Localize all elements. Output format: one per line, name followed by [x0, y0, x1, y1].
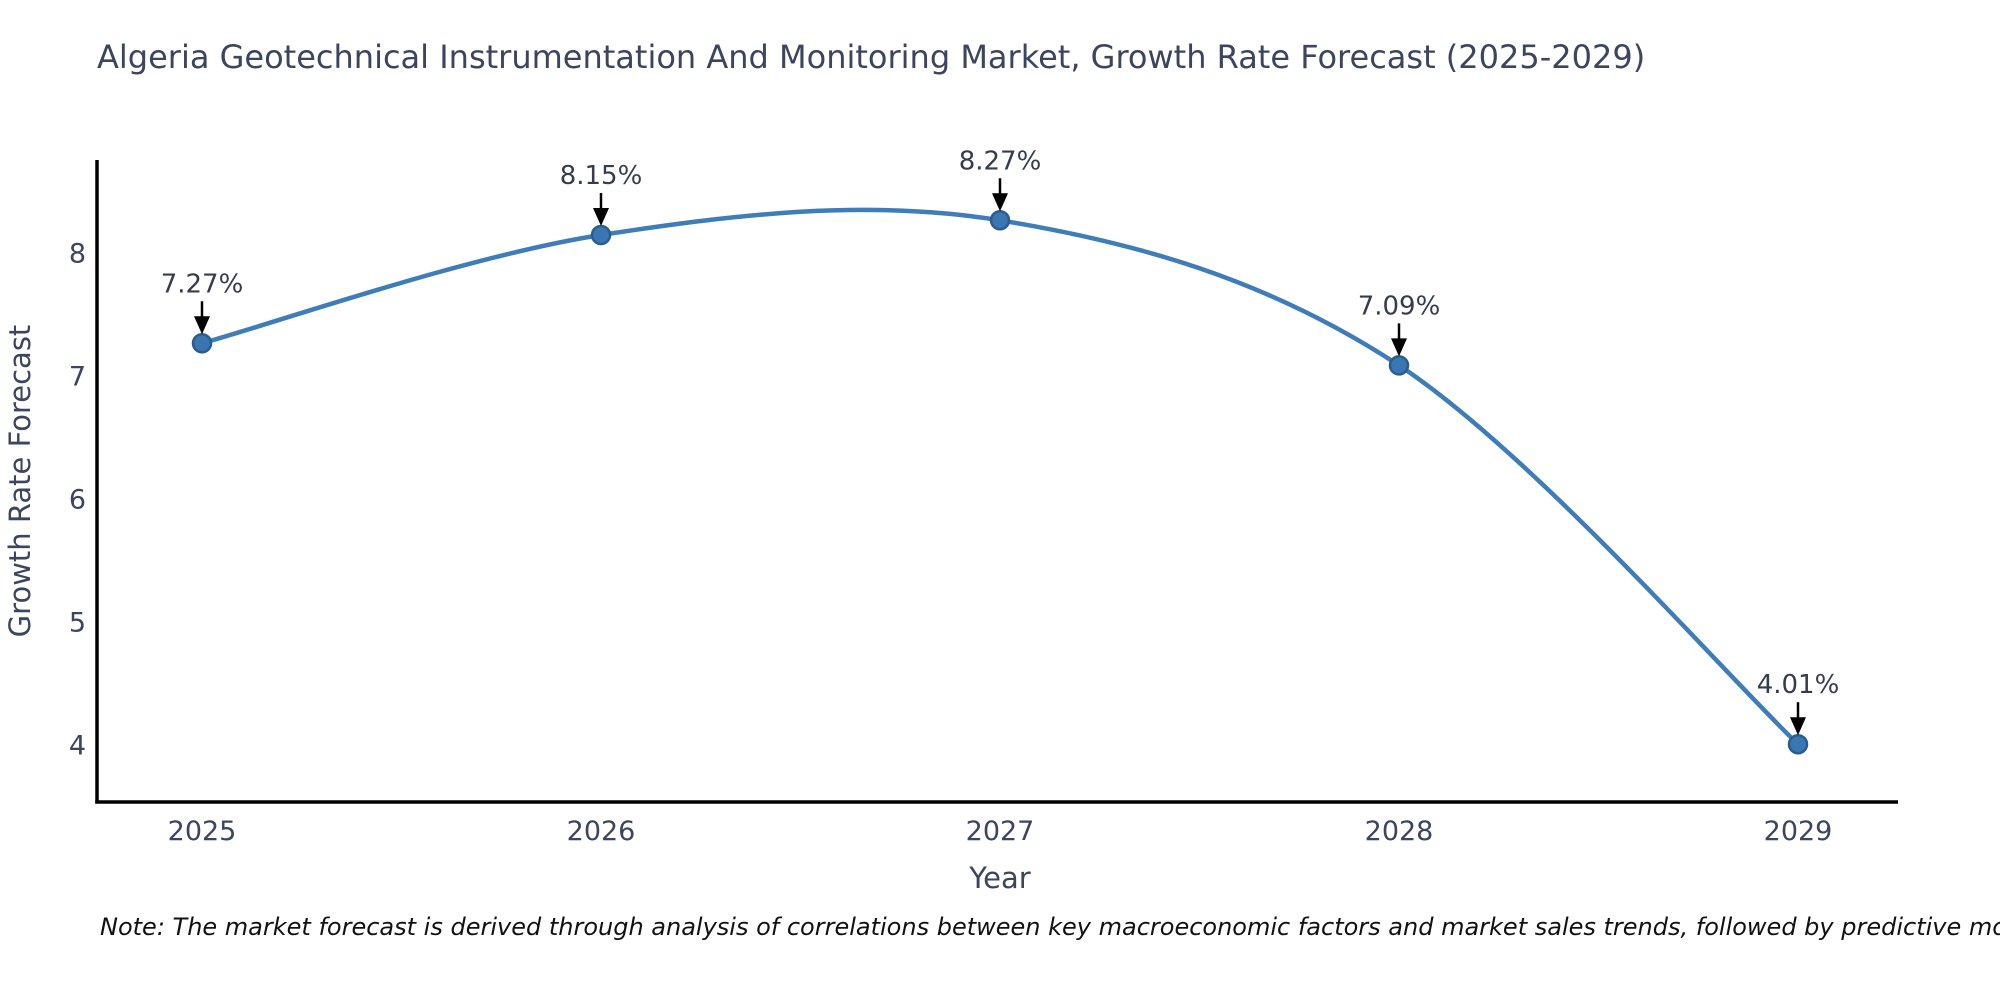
series-line-group	[199, 207, 1801, 747]
x-tick-label: 2025	[168, 816, 237, 847]
x-tick-label: 2028	[1365, 816, 1434, 847]
x-tick-label: 2029	[1764, 816, 1833, 847]
x-tick-label: 2027	[966, 816, 1035, 847]
y-tick-label: 4	[69, 730, 86, 761]
y-axis-title: Growth Rate Forecast	[3, 325, 37, 638]
annotation-arrow-head	[194, 316, 210, 335]
annotation-arrow-head	[593, 208, 609, 227]
y-tick-label: 7	[69, 361, 86, 392]
annotation-arrow-head	[1790, 717, 1806, 736]
annotation-label: 8.15%	[560, 161, 643, 191]
annotation-label: 7.09%	[1358, 291, 1441, 321]
series-line	[199, 207, 1801, 747]
annotation-label: 7.27%	[161, 269, 244, 299]
x-tick-label: 2026	[567, 816, 636, 847]
x-ticks-group: 2025 2026 2027 2028 2029	[168, 816, 1833, 847]
annotation-arrow-head	[1391, 338, 1407, 357]
chart-title: Algeria Geotechnical Instrumentation And…	[97, 38, 1646, 76]
x-axis-title: Year	[968, 861, 1030, 895]
annotation-arrow-head	[992, 193, 1008, 212]
chart-note: Note: The market forecast is derived thr…	[100, 913, 2000, 941]
y-ticks-group: 4 5 6 7 8	[69, 238, 86, 761]
y-tick-label: 6	[69, 484, 86, 515]
point-marker-2025	[191, 333, 213, 354]
annotations-group: 7.27% 8.15% 8.27% 7.09% 4.01%	[161, 146, 1840, 736]
point-marker-2029	[1787, 733, 1809, 755]
point-marker-2028	[1388, 355, 1410, 376]
markers-group	[191, 210, 1809, 755]
y-tick-label: 5	[69, 607, 86, 638]
y-tick-label: 8	[69, 238, 86, 269]
point-marker-2026	[590, 224, 612, 246]
annotation-label: 8.27%	[959, 146, 1042, 176]
annotation-label: 4.01%	[1757, 670, 1840, 700]
point-marker-2027	[989, 210, 1011, 231]
